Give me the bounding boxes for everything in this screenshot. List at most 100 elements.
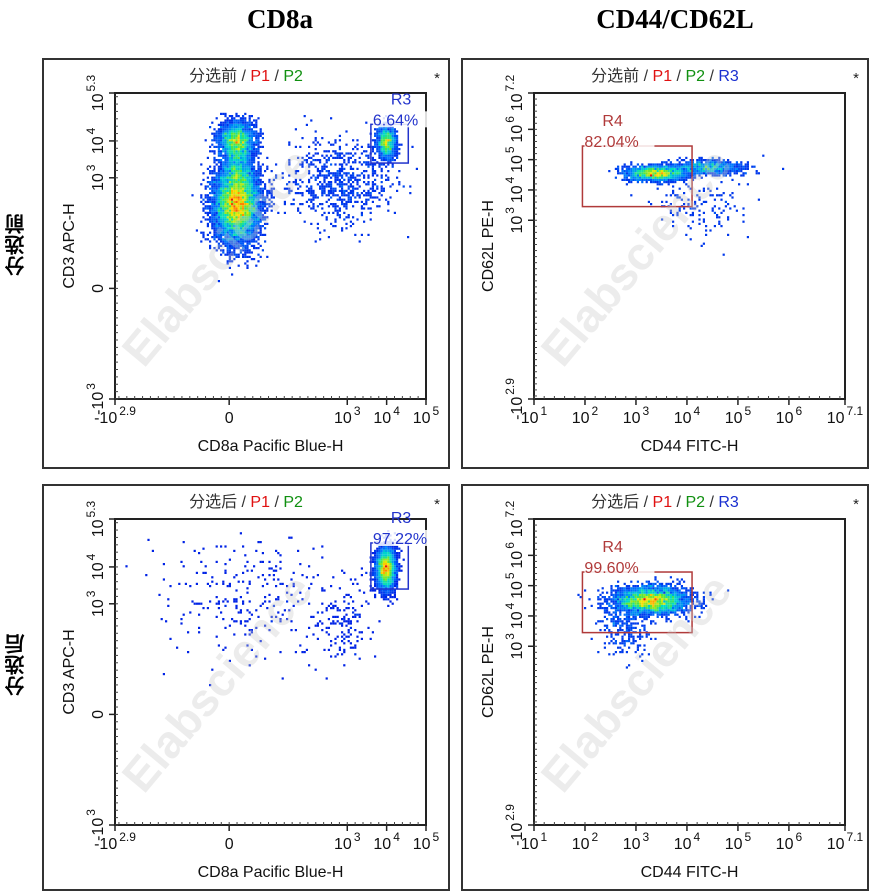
data-point — [371, 150, 374, 153]
data-point — [689, 591, 692, 594]
data-point — [246, 211, 249, 214]
data-point — [288, 536, 291, 539]
data-point — [204, 238, 207, 241]
data-point — [656, 174, 659, 177]
data-point — [614, 591, 617, 594]
data-point — [687, 174, 690, 177]
data-point — [358, 631, 361, 634]
data-point — [617, 589, 620, 592]
data-point — [380, 571, 383, 574]
data-point — [290, 203, 293, 206]
data-point — [396, 585, 399, 588]
data-point — [639, 615, 642, 618]
data-point — [347, 214, 350, 217]
data-point — [338, 209, 341, 212]
data-point — [625, 620, 628, 623]
data-point — [233, 152, 236, 155]
data-point — [327, 141, 330, 144]
data-point — [167, 604, 170, 607]
y-tick-label: 107.2 — [503, 500, 526, 537]
data-point — [224, 161, 227, 164]
data-point — [215, 163, 218, 166]
data-point — [250, 189, 253, 192]
data-point — [233, 137, 236, 140]
data-point — [740, 170, 743, 173]
data-point — [237, 198, 240, 201]
data-point — [378, 148, 381, 151]
data-point — [235, 189, 238, 192]
data-point — [376, 128, 379, 131]
data-point — [228, 233, 231, 236]
data-point — [654, 170, 657, 173]
data-point — [222, 242, 225, 245]
data-point — [374, 170, 377, 173]
data-point — [312, 194, 315, 197]
data-point — [343, 189, 346, 192]
data-point — [235, 185, 238, 188]
data-point — [705, 225, 708, 228]
data-point — [685, 598, 688, 601]
data-point — [213, 181, 216, 184]
data-point — [678, 591, 681, 594]
data-point — [270, 170, 273, 173]
data-point — [211, 203, 214, 206]
data-point — [264, 200, 267, 203]
data-point — [720, 225, 723, 228]
plot-title-part: P2 — [685, 68, 706, 85]
data-point — [689, 161, 692, 164]
data-point — [244, 225, 247, 228]
data-point — [376, 134, 379, 137]
data-point — [678, 172, 681, 175]
data-point — [685, 174, 688, 177]
data-point — [226, 174, 229, 177]
data-point — [374, 574, 377, 577]
data-point — [257, 172, 260, 175]
data-point — [222, 145, 225, 148]
data-point — [700, 611, 703, 614]
data-point — [217, 231, 220, 234]
data-point — [700, 161, 703, 164]
data-point — [347, 172, 350, 175]
data-point — [237, 218, 240, 221]
data-point — [272, 203, 275, 206]
data-point — [617, 629, 620, 632]
data-point — [661, 167, 664, 170]
data-point — [639, 644, 642, 647]
data-point — [727, 233, 730, 236]
data-point — [255, 150, 258, 153]
data-point — [248, 176, 251, 179]
data-point — [222, 207, 225, 210]
data-point — [314, 139, 317, 142]
data-point — [376, 132, 379, 135]
data-point — [376, 143, 379, 146]
data-point — [367, 602, 370, 605]
data-point — [610, 633, 613, 636]
data-point — [277, 598, 280, 601]
data-point — [661, 598, 664, 601]
data-point — [332, 607, 335, 610]
data-point — [341, 198, 344, 201]
data-point — [213, 145, 216, 148]
data-point — [352, 189, 355, 192]
data-point — [242, 240, 245, 243]
data-point — [617, 609, 620, 612]
data-point — [246, 178, 249, 181]
data-point — [220, 207, 223, 210]
data-point — [599, 629, 602, 632]
data-point — [224, 132, 227, 135]
data-point — [683, 580, 686, 583]
data-point — [647, 200, 650, 203]
data-point — [347, 607, 350, 610]
data-point — [220, 163, 223, 166]
data-point — [676, 176, 679, 179]
data-point — [244, 249, 247, 252]
data-point — [665, 181, 668, 184]
data-point — [713, 163, 716, 166]
data-point — [597, 651, 600, 654]
data-point — [378, 143, 381, 146]
data-point — [691, 161, 694, 164]
data-point — [623, 609, 626, 612]
data-point — [672, 170, 675, 173]
data-point — [389, 578, 392, 581]
data-point — [621, 629, 624, 632]
